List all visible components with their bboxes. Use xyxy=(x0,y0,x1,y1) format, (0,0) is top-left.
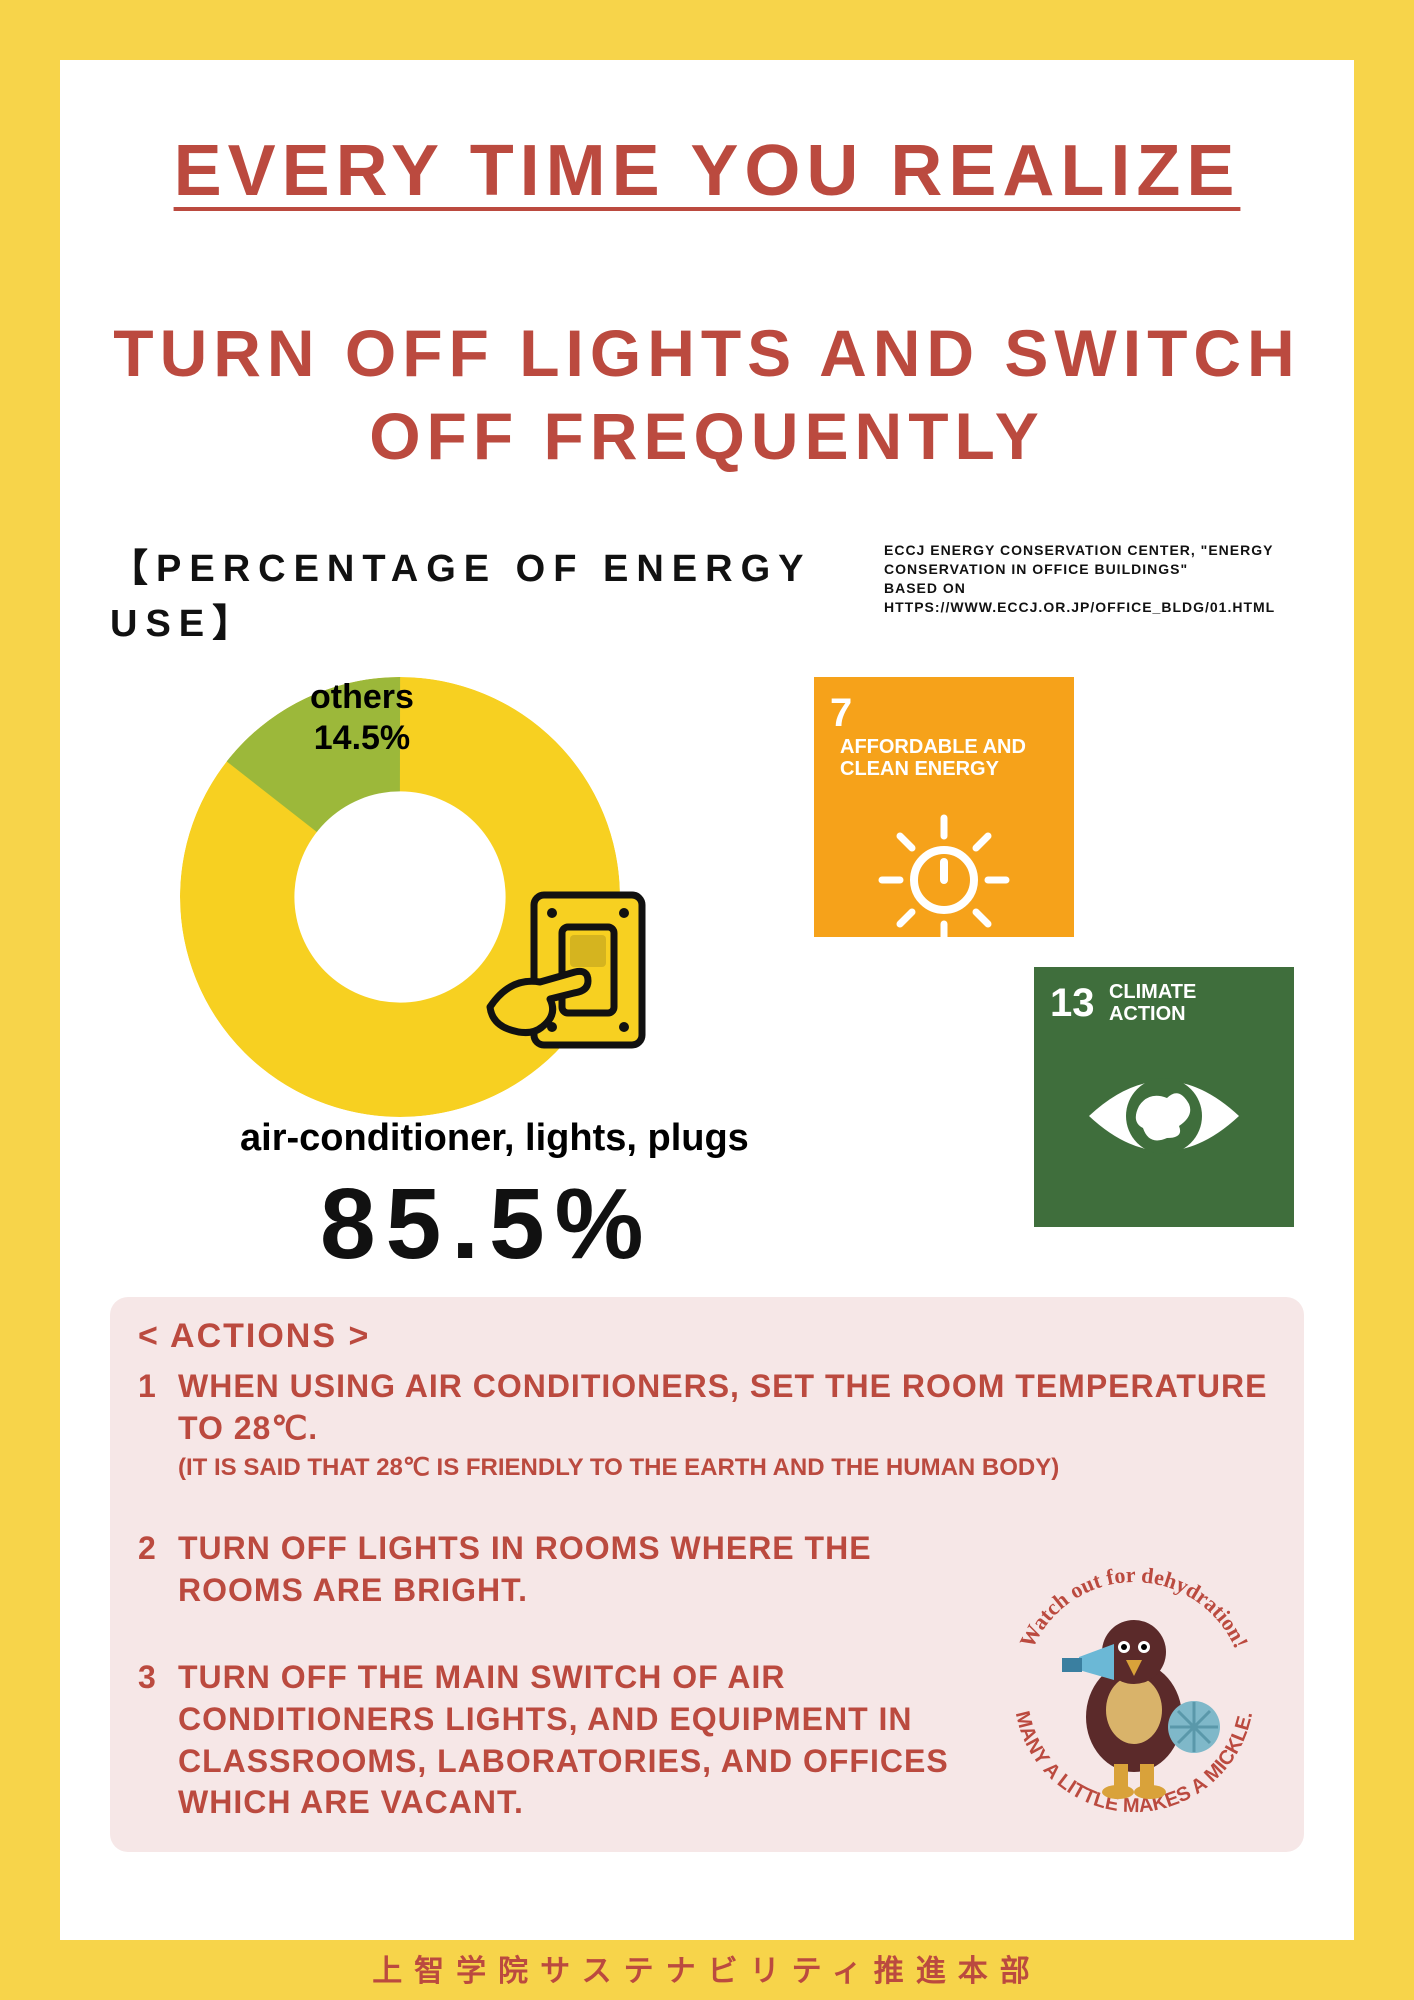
eagle-mascot-icon xyxy=(1062,1620,1220,1799)
action-item-1: 1 WHEN USING AIR CONDITIONERS, SET THE R… xyxy=(138,1366,1276,1449)
others-pct: 14.5% xyxy=(314,719,410,757)
donut-hole xyxy=(294,791,505,1002)
poster-frame: EVERY TIME YOU REALIZE TURN OFF LIGHTS A… xyxy=(0,0,1414,2000)
sdg-13-card: 13 CLIMATE ACTION xyxy=(1034,967,1294,1227)
sdg-13-num: 13 xyxy=(1050,981,1095,1026)
source-line-2: BASED ON HTTPS://WWW.ECCJ.OR.JP/OFFICE_B… xyxy=(884,580,1275,615)
actions-title: < ACTIONS > xyxy=(138,1317,1276,1356)
chart-area: others 14.5% air-conditioner, lights, pl… xyxy=(110,657,1304,1297)
sdg-13-title: CLIMATE ACTION xyxy=(1109,981,1249,1025)
sdg-7-num: 7 xyxy=(830,691,852,736)
action-1-text: WHEN USING AIR CONDITIONERS, SET THE ROO… xyxy=(178,1366,1276,1449)
section-label: 【PERCENTAGE OF ENERGY USE】 xyxy=(110,537,874,647)
section-label-row: 【PERCENTAGE OF ENERGY USE】 ECCJ ENERGY C… xyxy=(110,537,1304,647)
footer-org: 上智学院サステナビリティ推進本部 xyxy=(60,1946,1354,1990)
sdg-7-title: AFFORDABLE AND CLEAN ENERGY xyxy=(840,736,1058,780)
action-2-num: 2 xyxy=(138,1528,178,1611)
sdg-7-card: 7 AFFORDABLE AND CLEAN ENERGY xyxy=(814,677,1074,937)
headline: EVERY TIME YOU REALIZE xyxy=(110,130,1304,212)
others-label: others 14.5% xyxy=(310,677,414,759)
action-3-num: 3 xyxy=(138,1657,178,1823)
actions-panel: < ACTIONS > 1 WHEN USING AIR CONDITIONER… xyxy=(110,1297,1304,1852)
action-1-num: 1 xyxy=(138,1366,178,1449)
action-2-text: TURN OFF LIGHTS IN ROOMS WHERE THE ROOMS… xyxy=(178,1528,938,1611)
main-slice-pct: 85.5% xyxy=(320,1167,654,1282)
light-switch-icon xyxy=(480,887,650,1077)
source-line-1: ECCJ ENERGY CONSERVATION CENTER, "ENERGY… xyxy=(884,542,1273,577)
source-citation: ECCJ ENERGY CONSERVATION CENTER, "ENERGY… xyxy=(884,541,1304,617)
subheadline: TURN OFF LIGHTS AND SWITCH OFF FREQUENTL… xyxy=(110,312,1304,477)
others-text: others xyxy=(310,678,414,716)
action-1-paren: (IT IS SAID THAT 28℃ IS FRIENDLY TO THE … xyxy=(178,1453,1276,1482)
main-slice-label: air-conditioner, lights, plugs xyxy=(240,1117,749,1160)
sdg-13-icon xyxy=(1050,1056,1278,1176)
mascot-badge: Watch out for dehydration! MANY A LITTLE… xyxy=(984,1542,1284,1842)
action-3-text: TURN OFF THE MAIN SWITCH OF AIR CONDITIO… xyxy=(178,1657,998,1823)
sdg-7-icon xyxy=(830,810,1058,950)
